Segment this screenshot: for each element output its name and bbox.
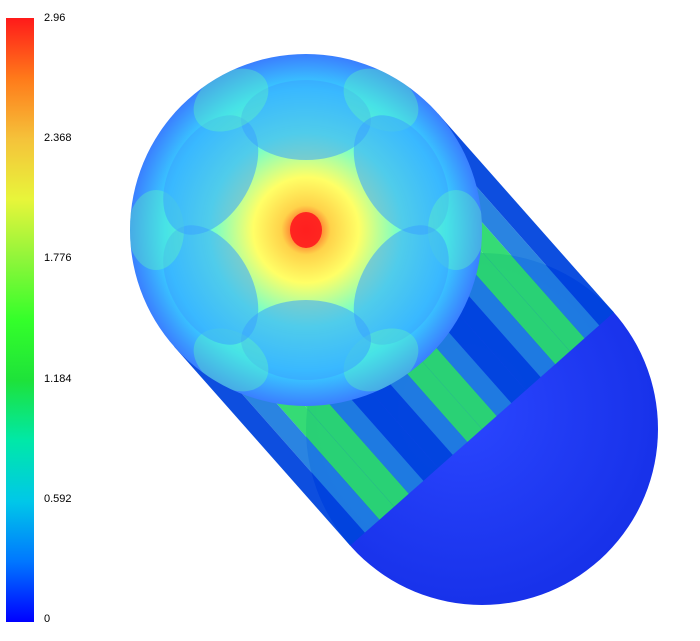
face-lobe bbox=[193, 328, 269, 392]
colorbar: 2.96 2.368 1.776 1.184 0.592 0 bbox=[0, 0, 110, 641]
colorbar-tick-label: 1.184 bbox=[44, 373, 72, 385]
colorbar-tick-label: 2.368 bbox=[44, 132, 72, 144]
face-lobe bbox=[241, 80, 371, 160]
colorbar-gradient bbox=[6, 18, 34, 622]
colorbar-tick-label: 0 bbox=[44, 613, 51, 625]
face-peak bbox=[290, 212, 322, 248]
face-lobe bbox=[343, 68, 419, 132]
face-lobe bbox=[353, 225, 449, 345]
face-lobe bbox=[163, 115, 259, 235]
colorbar-tick-label: 2.96 bbox=[44, 12, 66, 24]
face-lobe bbox=[163, 225, 259, 345]
face-pattern bbox=[130, 68, 482, 392]
colorbar-tick-label: 0.592 bbox=[44, 493, 72, 505]
cylinder-side-band bbox=[423, 113, 614, 326]
cylinder-side-band bbox=[174, 333, 365, 546]
face-lobe bbox=[353, 115, 449, 235]
face-lobe bbox=[241, 300, 371, 380]
colorbar-tick-label: 1.776 bbox=[44, 252, 72, 264]
face-lobe bbox=[193, 68, 269, 132]
